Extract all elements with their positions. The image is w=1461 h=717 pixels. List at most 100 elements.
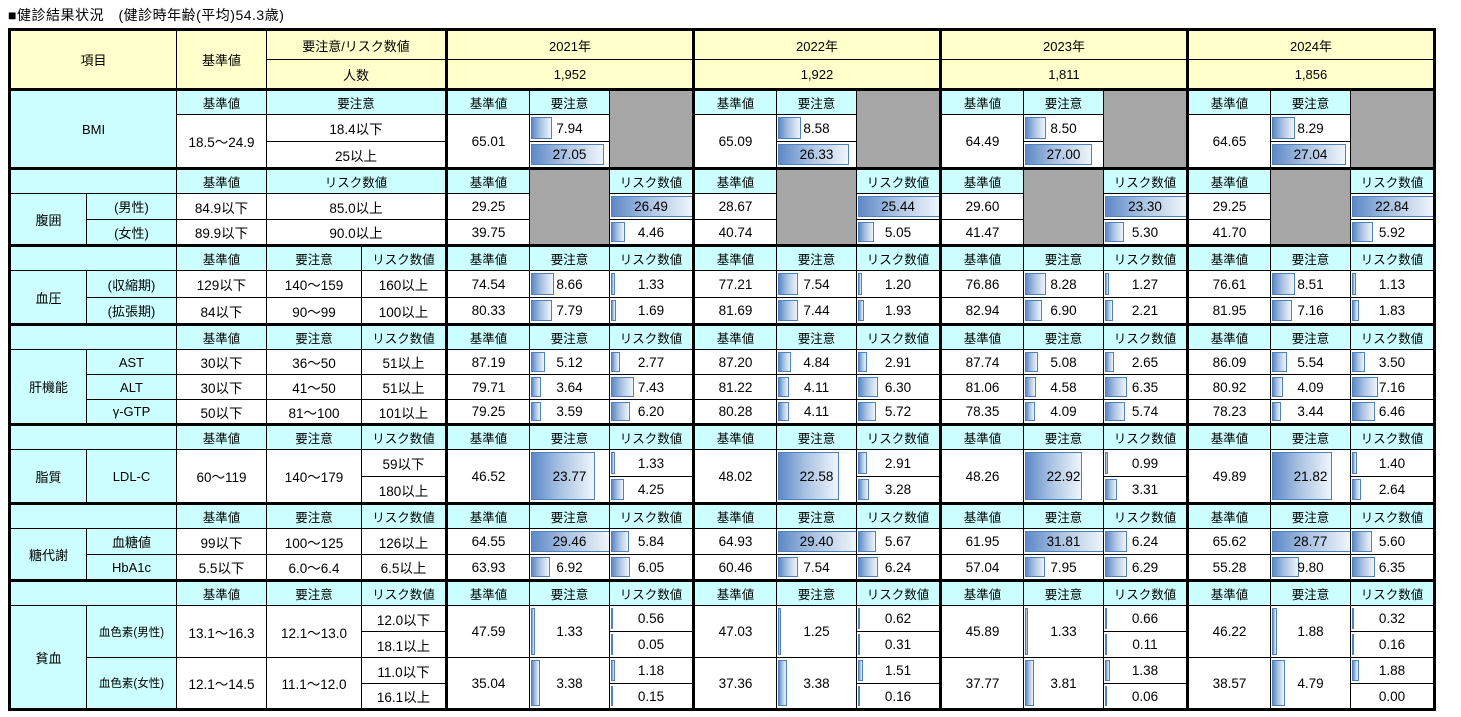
bar-value: 5.30: [1131, 224, 1159, 240]
section-header-spacer: [9, 579, 177, 606]
risk-range: 18.1以上: [361, 631, 447, 658]
risk-value: 5.74: [1103, 399, 1188, 425]
bar-value: 3.38: [803, 675, 830, 691]
risk-range: 101以上: [361, 399, 447, 425]
bar-value: 7.44: [803, 303, 830, 318]
bar-value: 7.16: [1297, 303, 1324, 318]
col-header-risk: リスク数値: [266, 167, 447, 194]
warn-bar: [531, 608, 535, 655]
warn-bar: [1272, 300, 1292, 321]
warn-value: 4.09: [1023, 399, 1104, 425]
warn-value: 1.25: [776, 605, 857, 658]
section-label-lipid: 脂質: [9, 449, 87, 504]
bar-value: 1.33: [1050, 624, 1077, 639]
standard-value: 29.60: [939, 193, 1024, 220]
year-label: 2022年: [692, 29, 941, 60]
bar-value: 1.88: [1297, 624, 1324, 639]
risk-value: 0.56: [609, 605, 694, 632]
empty-grey-cell: [1270, 167, 1351, 246]
bar-value: 3.59: [556, 404, 583, 419]
col-header-standard: 基準値: [176, 323, 267, 350]
col-header-risk: リスク数値: [609, 423, 694, 450]
risk-value: 4.25: [609, 476, 694, 504]
warn-bar: [1025, 144, 1093, 165]
row-label: ALT: [86, 374, 177, 400]
col-header-risk: リスク数値: [1103, 502, 1188, 529]
bar-value: 23.30: [1128, 199, 1162, 214]
bar-value: 4.09: [1050, 404, 1077, 419]
risk-value: 2.91: [856, 449, 941, 477]
warn-bar: [1025, 402, 1036, 421]
section-label-bp: 血圧: [9, 270, 87, 325]
warn-value: 9.80: [1270, 554, 1351, 581]
col-header-risk: リスク数値: [361, 579, 447, 606]
bar-value: 4.11: [803, 379, 830, 395]
year-label: 2024年: [1186, 29, 1435, 60]
risk-value: 6.20: [609, 399, 694, 425]
warn-range: 18.4以下: [266, 114, 447, 142]
warn-value: 4.79: [1270, 657, 1351, 710]
standard-value: 87.74: [939, 349, 1024, 375]
bar-value: 1.69: [637, 303, 665, 318]
col-header-standard: 基準値: [1186, 244, 1271, 271]
bar-value: 6.29: [1131, 559, 1159, 575]
bar-value: 1.27: [1131, 276, 1159, 292]
risk-bar: [1105, 377, 1128, 397]
risk-value: 7.43: [609, 374, 694, 400]
risk-value: 6.24: [856, 554, 941, 581]
section-label-anemia: 貧血: [9, 605, 87, 710]
col-header-standard: 基準値: [939, 323, 1024, 350]
col-header-risk: リスク数値: [1103, 423, 1188, 450]
col-header-standard: 基準値: [692, 323, 777, 350]
risk-value: 23.30: [1103, 193, 1188, 220]
warn-value: 4.09: [1270, 374, 1351, 400]
risk-value: 2.91: [856, 349, 941, 375]
risk-bar: [858, 660, 863, 681]
risk-value: 0.00: [1350, 683, 1435, 710]
bar-value: 0.11: [1132, 637, 1158, 652]
warn-value: 29.46: [529, 528, 610, 555]
col-header-warn: 要注意: [776, 244, 857, 271]
warn-range: 90～99: [266, 297, 362, 325]
risk-range: 180以上: [361, 476, 447, 504]
risk-bar: [1352, 479, 1362, 500]
warn-bar: [531, 144, 604, 165]
row-label: (拡張期): [86, 297, 177, 325]
standard-value: 65.01: [445, 114, 530, 169]
header-warn-risk: 要注意/リスク数値: [266, 29, 447, 60]
warn-bar: [1272, 117, 1295, 139]
warn-bar: [1272, 557, 1299, 577]
risk-bar: [858, 634, 860, 655]
col-header-standard: 基準値: [692, 167, 777, 194]
col-header-risk: リスク数値: [609, 323, 694, 350]
warn-bar: [1272, 352, 1288, 372]
col-header-risk: リスク数値: [361, 323, 447, 350]
col-header-warn: 要注意: [776, 323, 857, 350]
standard-value: 65.09: [692, 114, 777, 169]
bar-value: 28.77: [1293, 534, 1328, 549]
warn-value: 3.81: [1023, 657, 1104, 710]
bar-value: 3.31: [1131, 482, 1159, 497]
risk-bar: [1352, 452, 1358, 474]
warn-value: 22.58: [776, 449, 857, 504]
bar-value: 4.79: [1297, 675, 1324, 691]
standard-value: 61.95: [939, 528, 1024, 555]
warn-bar: [778, 452, 839, 500]
col-header-warn: 要注意: [266, 579, 362, 606]
standard-value: 81.95: [1186, 297, 1271, 325]
bar-value: 2.91: [884, 354, 912, 370]
warn-bar: [1272, 608, 1278, 655]
warn-bar: [778, 352, 791, 372]
col-header-risk: リスク数値: [856, 502, 941, 529]
col-header-warn: 要注意: [266, 244, 362, 271]
bar-value: 7.16: [1378, 379, 1406, 395]
page-title: ■健診結果状況 (健診時年齢(平均)54.3歳): [8, 7, 285, 23]
risk-bar: [1352, 352, 1365, 372]
section-header-spacer: [9, 167, 177, 194]
col-header-standard: 基準値: [939, 423, 1024, 450]
header-item: 項目: [9, 29, 177, 90]
risk-range: 160以上: [361, 270, 447, 298]
warn-bar: [531, 660, 541, 706]
row-label: AST: [86, 349, 177, 375]
warn-bar: [1025, 117, 1047, 139]
